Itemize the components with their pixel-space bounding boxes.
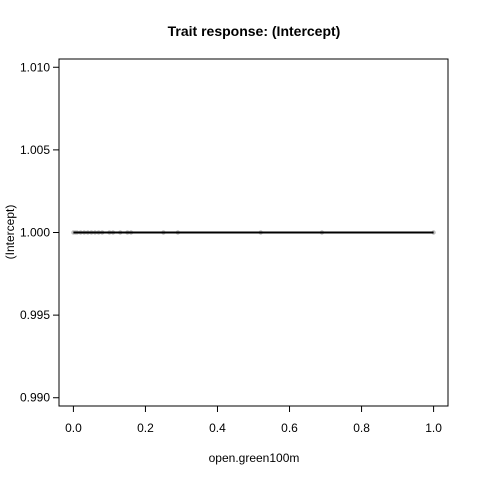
chart-title: Trait response: (Intercept) xyxy=(168,23,341,39)
x-tick-label: 0.8 xyxy=(353,421,370,435)
y-axis-label: (Intercept) xyxy=(3,205,17,260)
y-tick-label: 0.990 xyxy=(20,391,50,405)
y-tick-label: 1.000 xyxy=(20,226,50,240)
y-tick-label: 0.995 xyxy=(20,308,50,322)
x-axis: 0.0 0.2 0.4 0.6 0.8 1.0 xyxy=(65,405,442,435)
x-tick-label: 0.6 xyxy=(281,421,298,435)
x-axis-label: open.green100m xyxy=(209,451,300,465)
x-tick-label: 0.0 xyxy=(65,421,82,435)
y-tick-label: 1.010 xyxy=(20,60,50,74)
y-tick-label: 1.005 xyxy=(20,143,50,157)
x-tick-label: 1.0 xyxy=(425,421,442,435)
x-tick-label: 0.4 xyxy=(209,421,226,435)
x-tick-label: 0.2 xyxy=(137,421,154,435)
y-axis: 0.990 0.995 1.000 1.005 1.010 xyxy=(20,60,60,405)
